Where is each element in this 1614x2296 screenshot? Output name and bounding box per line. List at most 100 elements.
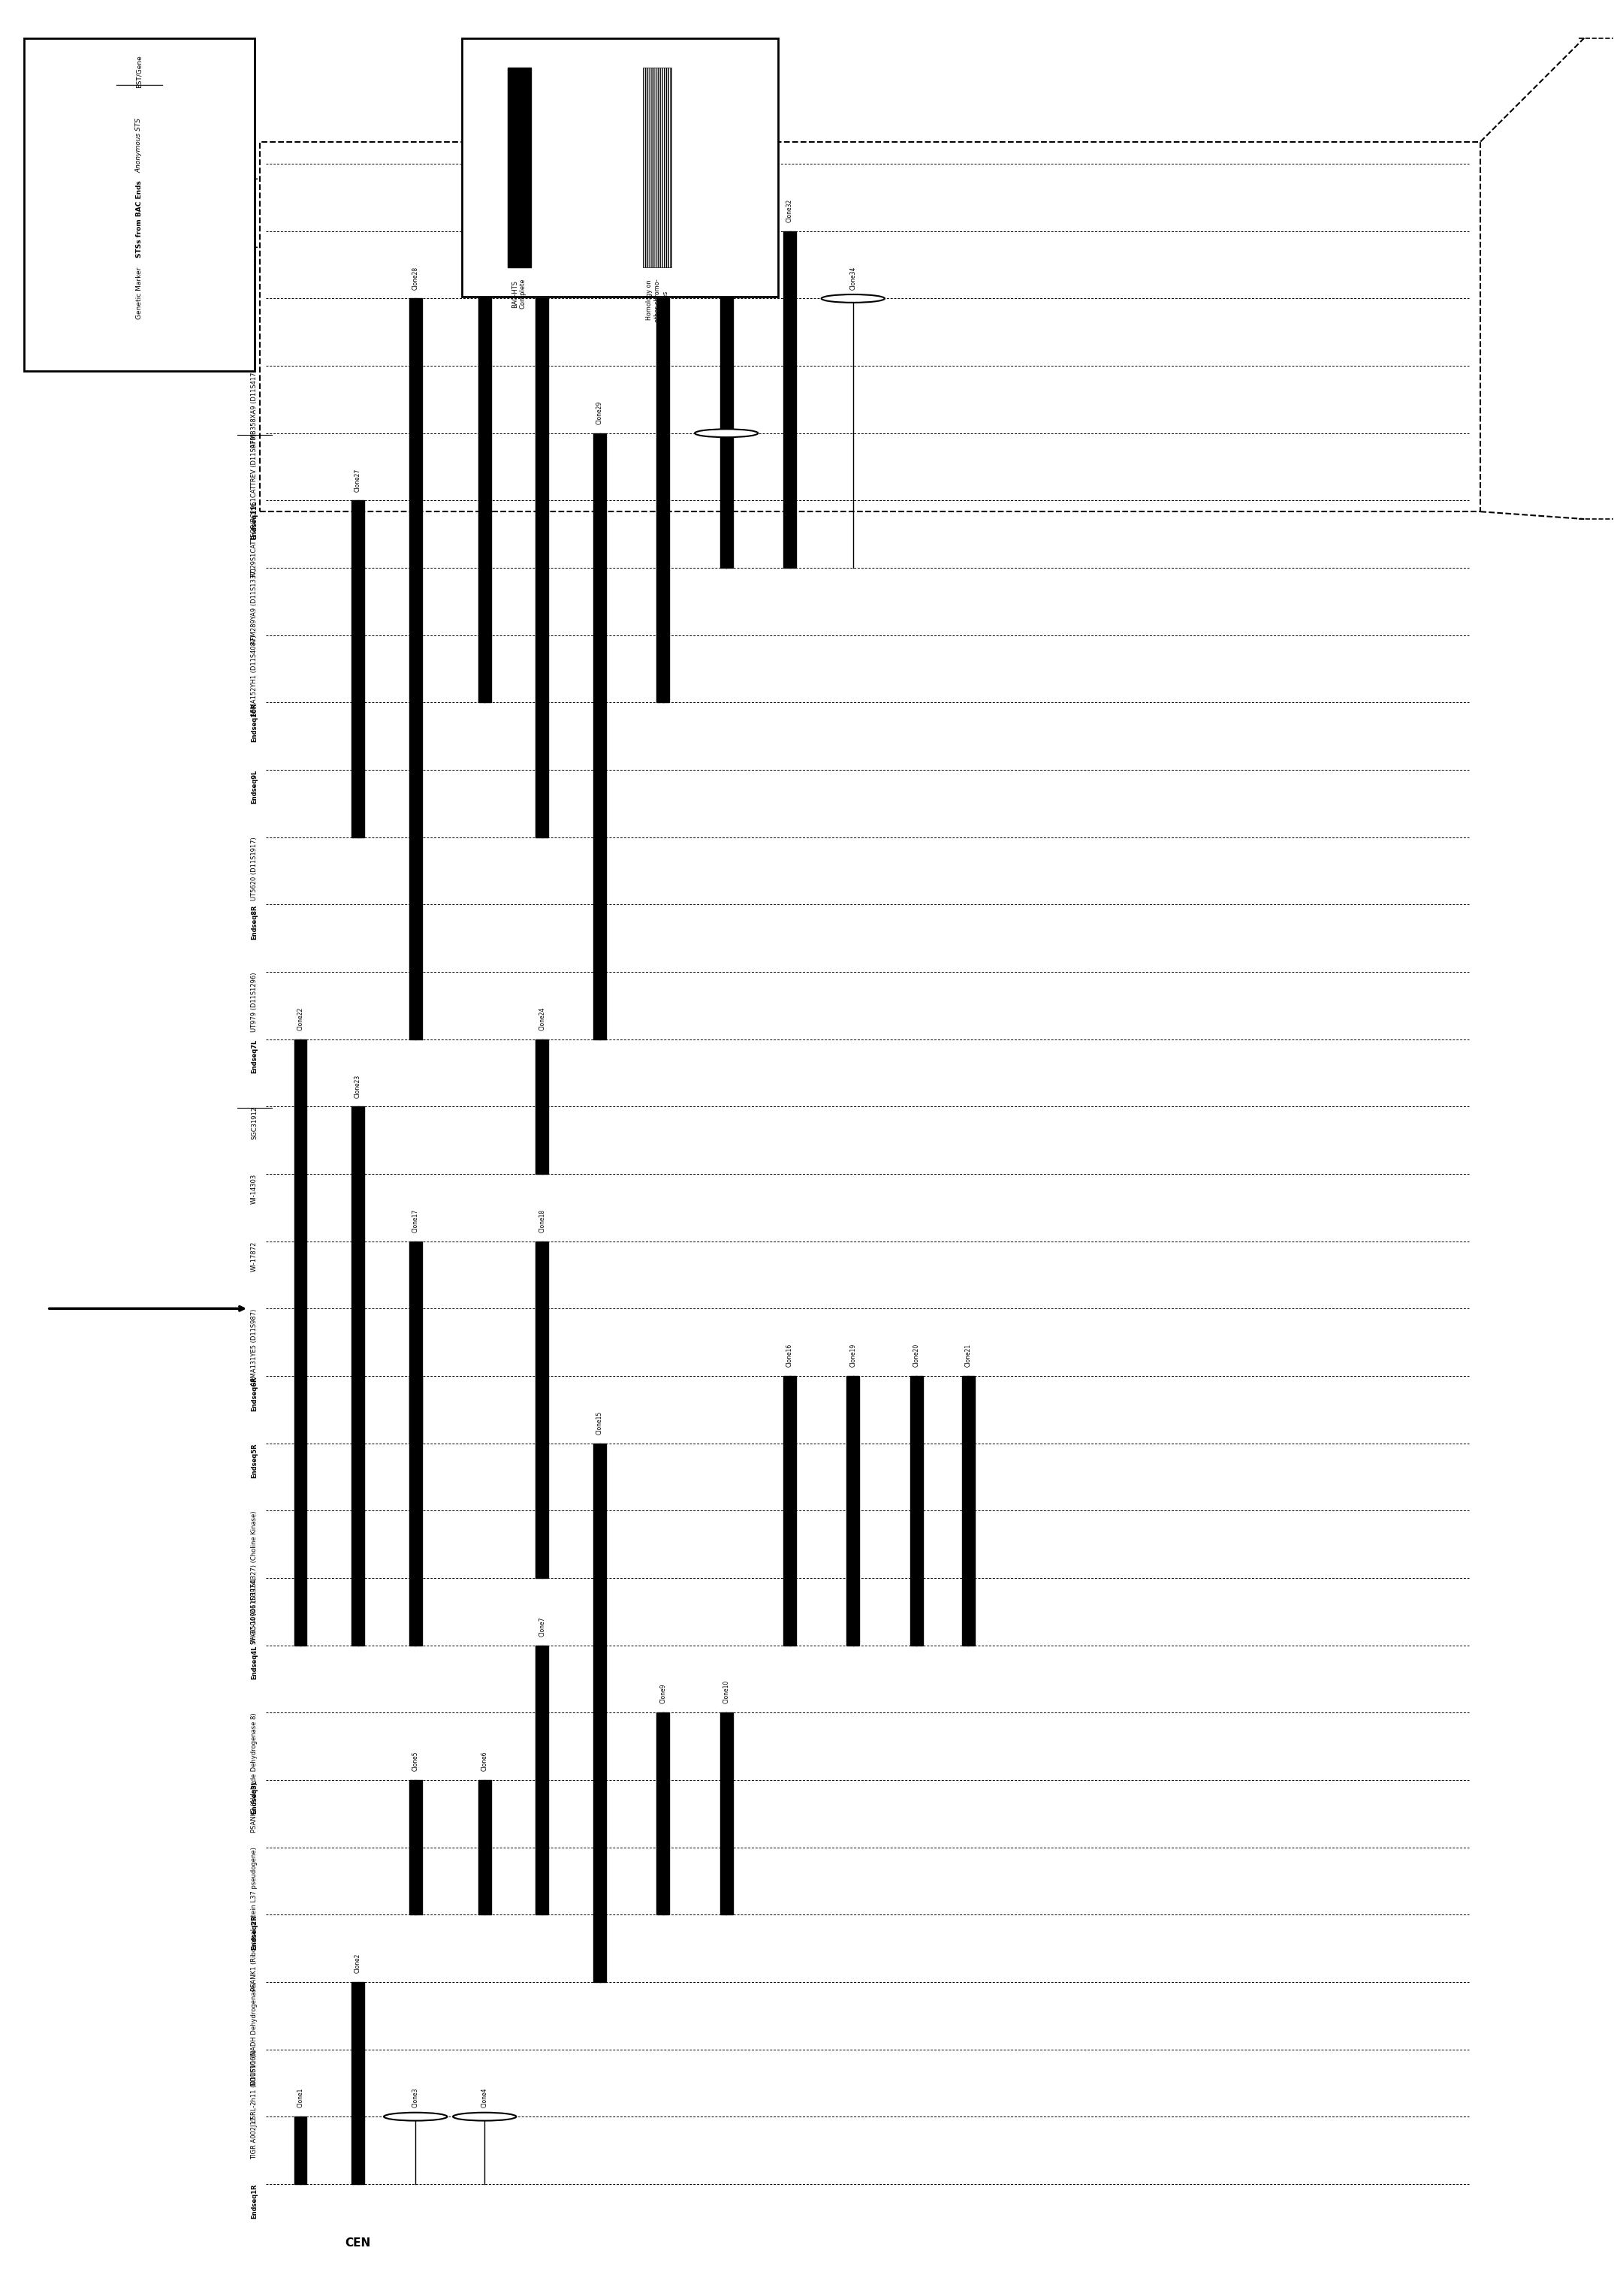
Text: Clone20: Clone20	[914, 1343, 920, 1366]
Text: Clone21: Clone21	[965, 1343, 972, 1366]
Bar	[910, 1375, 923, 1646]
Bar	[410, 1242, 421, 1444]
Bar	[962, 1375, 975, 1646]
Text: Clone31: Clone31	[723, 333, 730, 356]
Text: Clone24: Clone24	[539, 1008, 546, 1031]
Text: Clone25: Clone25	[412, 604, 420, 627]
Bar	[642, 67, 671, 266]
Text: Endseq12R: Endseq12R	[250, 232, 258, 271]
Bar	[260, 142, 1480, 512]
Text: RC29S1CATTFOR/RC29S1CATTREV (D11S970): RC29S1CATTFOR/RC29S1CATTREV (D11S970)	[250, 434, 258, 576]
Bar	[478, 1779, 491, 1915]
Bar	[410, 1375, 421, 1646]
Bar	[657, 298, 670, 703]
Text: Endseq9L: Endseq9L	[250, 769, 258, 804]
Bar	[783, 232, 796, 567]
Bar	[783, 1375, 796, 1646]
Text: B527D12-H: B527D12-H	[539, 257, 546, 289]
Text: Clone27: Clone27	[355, 468, 362, 491]
Text: BAC/STS Map of the HBM Region: BAC/STS Map of the HBM Region	[84, 186, 90, 324]
Text: Clone23: Clone23	[355, 1075, 362, 1097]
Text: WI-17872: WI-17872	[250, 1242, 258, 1272]
Text: Clone2: Clone2	[355, 1954, 362, 1972]
Text: Anonymous STS: Anonymous STS	[136, 117, 142, 172]
Text: Endseq4L: Endseq4L	[250, 1646, 258, 1678]
Bar	[462, 39, 778, 296]
Bar	[657, 1713, 670, 1915]
Text: Endseq3L: Endseq3L	[250, 1779, 258, 1814]
Text: AFMB358XA9 (D11S4178): AFMB358XA9 (D11S4178)	[250, 365, 258, 448]
Text: WI-14303: WI-14303	[250, 1173, 258, 1203]
Bar	[508, 67, 531, 266]
Text: Clone11: Clone11	[297, 1343, 303, 1366]
Circle shape	[694, 429, 759, 436]
Text: BAC-HTS
Complete: BAC-HTS Complete	[512, 278, 526, 310]
Text: SHGC-10946 (D11S4327) (Choline Kinase): SHGC-10946 (D11S4327) (Choline Kinase)	[250, 1511, 258, 1644]
Text: Clone26: Clone26	[597, 806, 604, 829]
Text: cSRL-2h11 (D11S1066): cSRL-2h11 (D11S1066)	[250, 2050, 258, 2122]
Text: Clone8: Clone8	[597, 1550, 604, 1568]
Text: Endseq7L: Endseq7L	[250, 1040, 258, 1072]
Text: Clone34: Clone34	[849, 266, 857, 289]
Bar	[410, 298, 421, 636]
Text: Clone12: Clone12	[355, 1343, 362, 1366]
Text: Clone13: Clone13	[412, 1343, 420, 1366]
Text: Clone22: Clone22	[297, 1008, 303, 1031]
Bar	[594, 838, 607, 1040]
Text: B200E21-H: B200E21-H	[723, 124, 730, 154]
Bar	[536, 1444, 549, 1577]
Text: Endseq2R: Endseq2R	[250, 1915, 258, 1949]
Text: AFMA131YE5 (D11S987): AFMA131YE5 (D11S987)	[250, 1309, 258, 1384]
Text: Clone19: Clone19	[849, 1343, 857, 1366]
Text: Clone10: Clone10	[723, 1681, 730, 1704]
Text: Clone33: Clone33	[481, 200, 487, 223]
Text: Clone18: Clone18	[539, 1210, 546, 1233]
Text: Endseq8R: Endseq8R	[250, 905, 258, 939]
Circle shape	[384, 2112, 447, 2122]
Bar	[294, 2117, 307, 2183]
Text: TIGR A002J17: TIGR A002J17	[250, 2117, 258, 2161]
Bar	[24, 39, 255, 372]
Bar	[594, 1577, 607, 1981]
Text: Endseq10R: Endseq10R	[250, 703, 258, 742]
Bar	[352, 1375, 365, 1646]
Bar	[847, 1375, 859, 1646]
Text: Clone15: Clone15	[597, 1412, 604, 1435]
Bar	[294, 1375, 307, 1646]
Text: Endseq1R: Endseq1R	[250, 2183, 258, 2218]
Text: Endseq11L: Endseq11L	[250, 501, 258, 540]
Text: Clone29: Clone29	[597, 402, 604, 425]
Text: Homology on
other chromo-
somes: Homology on other chromo- somes	[646, 278, 668, 321]
Text: Clone16: Clone16	[786, 1343, 792, 1366]
Text: Clone4: Clone4	[481, 2087, 487, 2108]
Bar	[352, 501, 365, 838]
Text: STSs from BAC Ends: STSs from BAC Ends	[136, 181, 142, 257]
Text: Clone5: Clone5	[412, 1752, 420, 1770]
Text: AFM289YA9 (D11S1337): AFM289YA9 (D11S1337)	[250, 567, 258, 645]
Text: Clone3: Clone3	[412, 2087, 420, 2108]
Bar	[536, 1040, 549, 1173]
Bar	[720, 1713, 733, 1915]
Text: Clone1: Clone1	[297, 2087, 303, 2108]
Circle shape	[454, 2112, 516, 2122]
Bar	[294, 1040, 307, 1375]
Text: Clone17: Clone17	[412, 1210, 420, 1233]
Circle shape	[822, 294, 884, 303]
Text: PSANK2 (Aldehyde Dehydrogenase 8): PSANK2 (Aldehyde Dehydrogenase 8)	[250, 1713, 258, 1832]
Text: Endseq13L: Endseq13L	[250, 163, 258, 202]
Bar	[536, 298, 549, 838]
Text: Clone30: Clone30	[660, 266, 667, 289]
Text: EST/Gene: EST/Gene	[136, 55, 142, 87]
Text: Clone14: Clone14	[539, 1412, 546, 1435]
Text: NDUFV1 (NADH Dehydrogenase): NDUFV1 (NADH Dehydrogenase)	[250, 1981, 258, 2085]
Bar	[594, 434, 607, 838]
Bar	[410, 636, 421, 1040]
Text: WI-6504 (D11S3974): WI-6504 (D11S3974)	[250, 1577, 258, 1644]
Text: AFMA152YH1 (D11S4087): AFMA152YH1 (D11S4087)	[250, 636, 258, 716]
Text: FIG. 2A: FIG. 2A	[144, 90, 158, 158]
Text: Endseq5R: Endseq5R	[250, 1444, 258, 1479]
Text: Endseq6R: Endseq6R	[250, 1375, 258, 1412]
Text: TIGR-A008P15: TIGR-A008P15	[250, 298, 258, 344]
Bar	[536, 1242, 549, 1444]
Bar	[352, 1981, 365, 2183]
